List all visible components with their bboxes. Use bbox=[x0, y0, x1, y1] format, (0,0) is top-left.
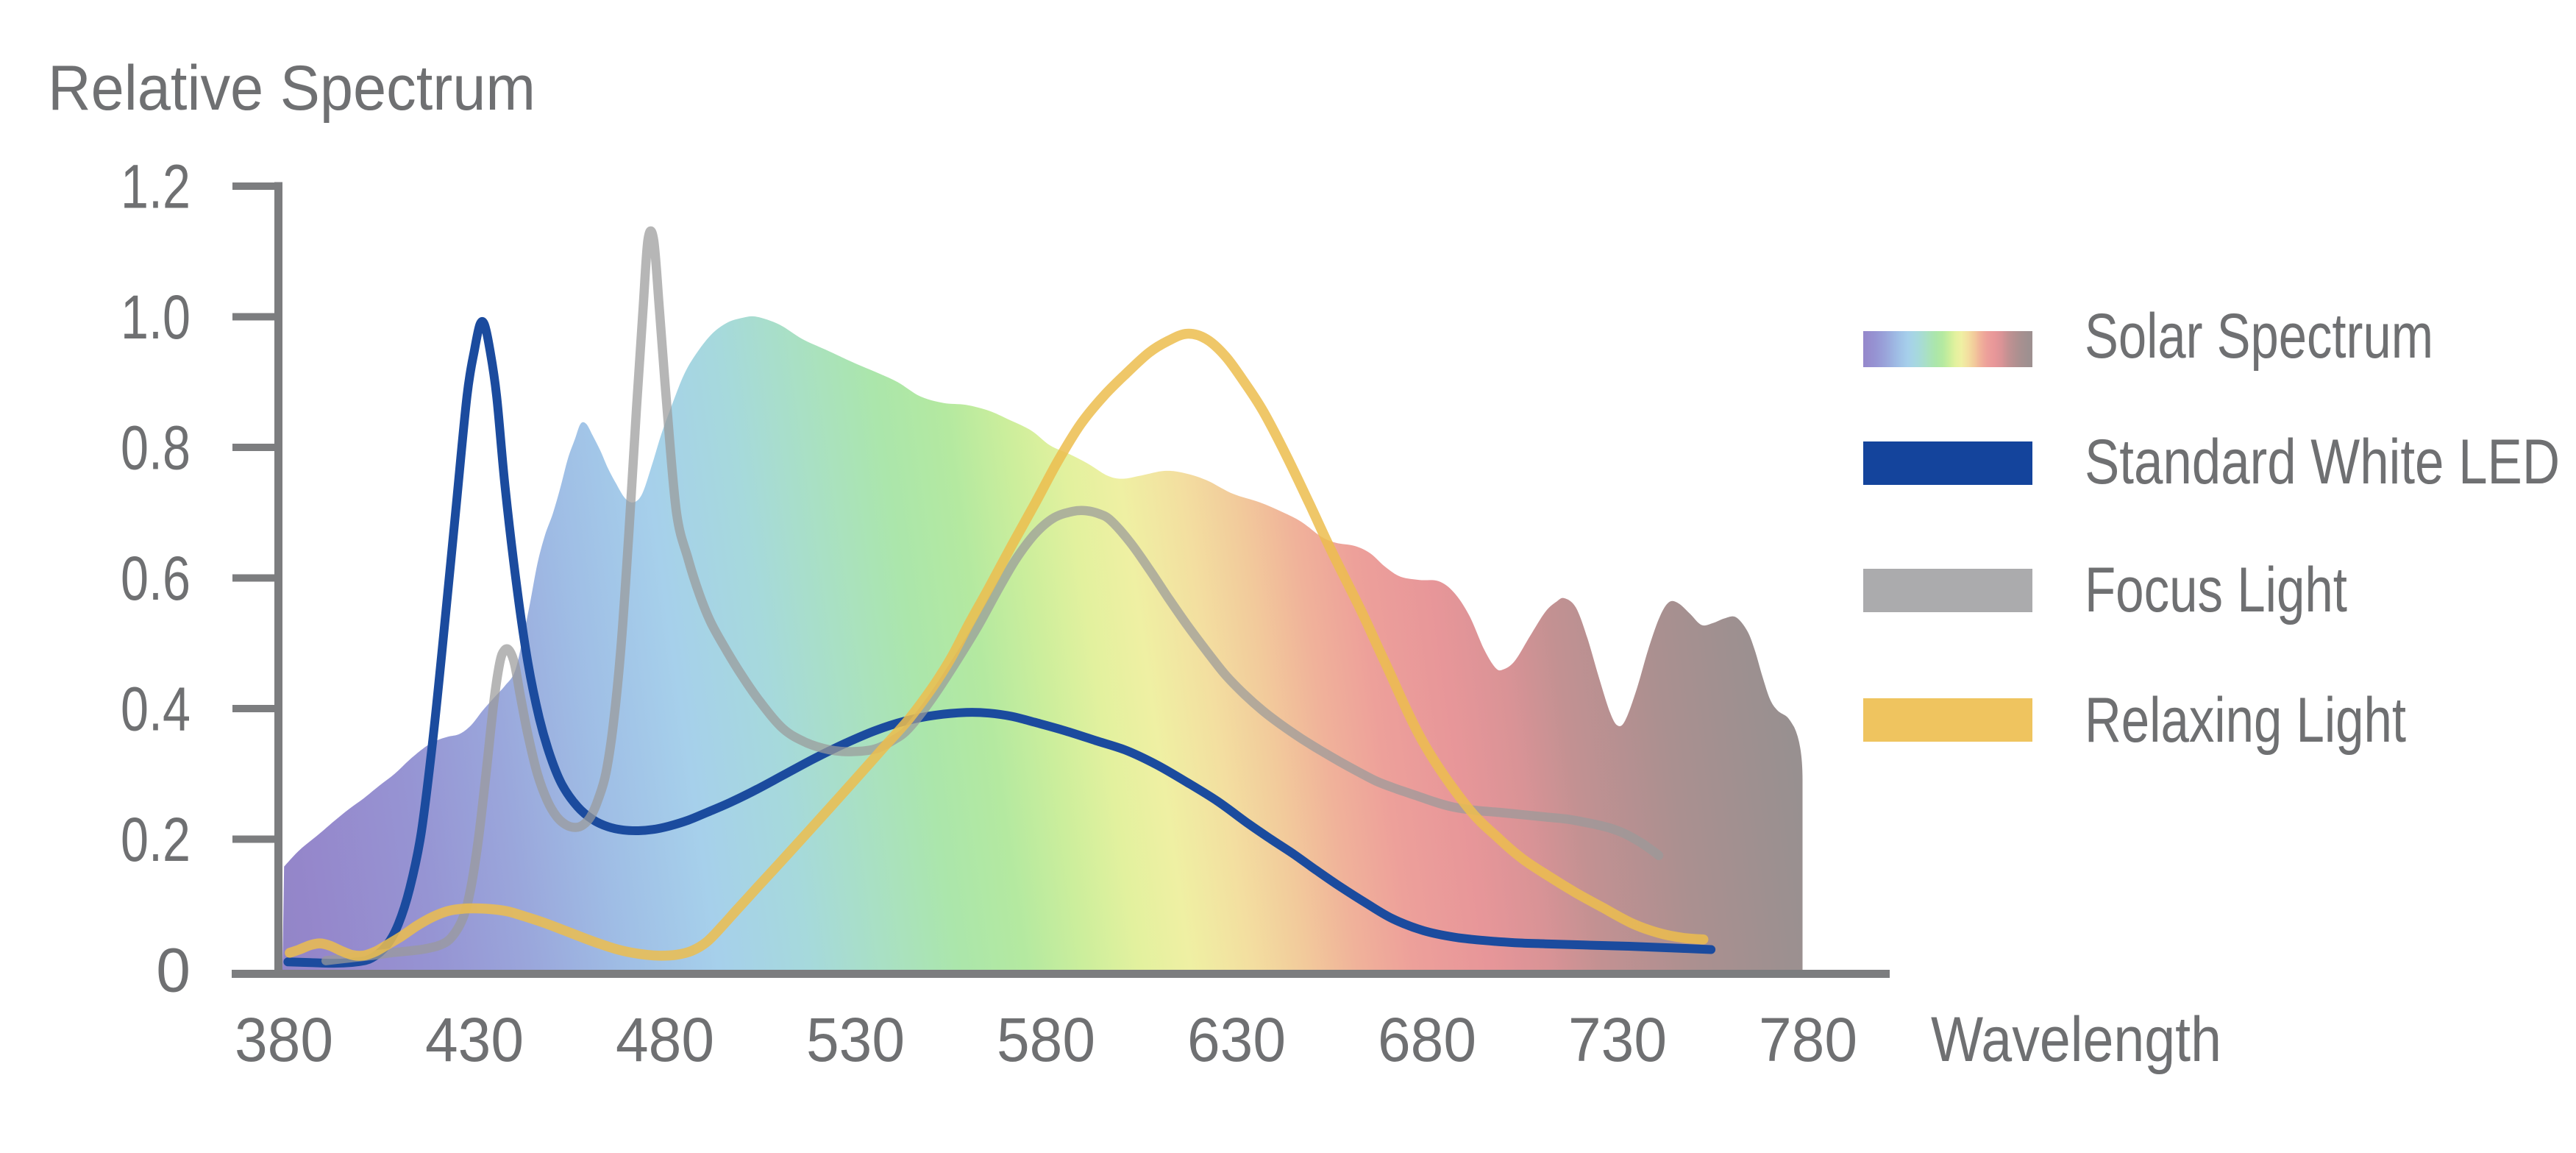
svg-text:Relative Spectrum: Relative Spectrum bbox=[48, 53, 536, 124]
svg-text:Relaxing Light: Relaxing Light bbox=[2085, 685, 2406, 756]
svg-text:580: 580 bbox=[997, 1005, 1095, 1074]
svg-text:430: 430 bbox=[425, 1005, 524, 1074]
svg-text:730: 730 bbox=[1568, 1005, 1667, 1074]
svg-text:Wavelength: Wavelength bbox=[1931, 1004, 2221, 1075]
svg-text:0.4: 0.4 bbox=[121, 675, 191, 744]
svg-text:0.6: 0.6 bbox=[121, 544, 191, 613]
svg-text:1.2: 1.2 bbox=[121, 152, 191, 221]
svg-text:530: 530 bbox=[806, 1005, 905, 1074]
svg-text:Focus Light: Focus Light bbox=[2085, 555, 2347, 625]
svg-text:Solar Spectrum: Solar Spectrum bbox=[2085, 301, 2433, 372]
svg-text:380: 380 bbox=[235, 1005, 333, 1074]
svg-text:630: 630 bbox=[1187, 1005, 1286, 1074]
svg-text:780: 780 bbox=[1759, 1005, 1857, 1074]
svg-text:0.2: 0.2 bbox=[121, 805, 191, 874]
svg-text:0.8: 0.8 bbox=[121, 414, 191, 483]
svg-text:Standard White LED: Standard White LED bbox=[2085, 427, 2560, 497]
svg-text:1.0: 1.0 bbox=[121, 283, 191, 352]
svg-text:480: 480 bbox=[616, 1005, 714, 1074]
svg-text:0: 0 bbox=[156, 936, 191, 1005]
svg-text:680: 680 bbox=[1378, 1005, 1476, 1074]
